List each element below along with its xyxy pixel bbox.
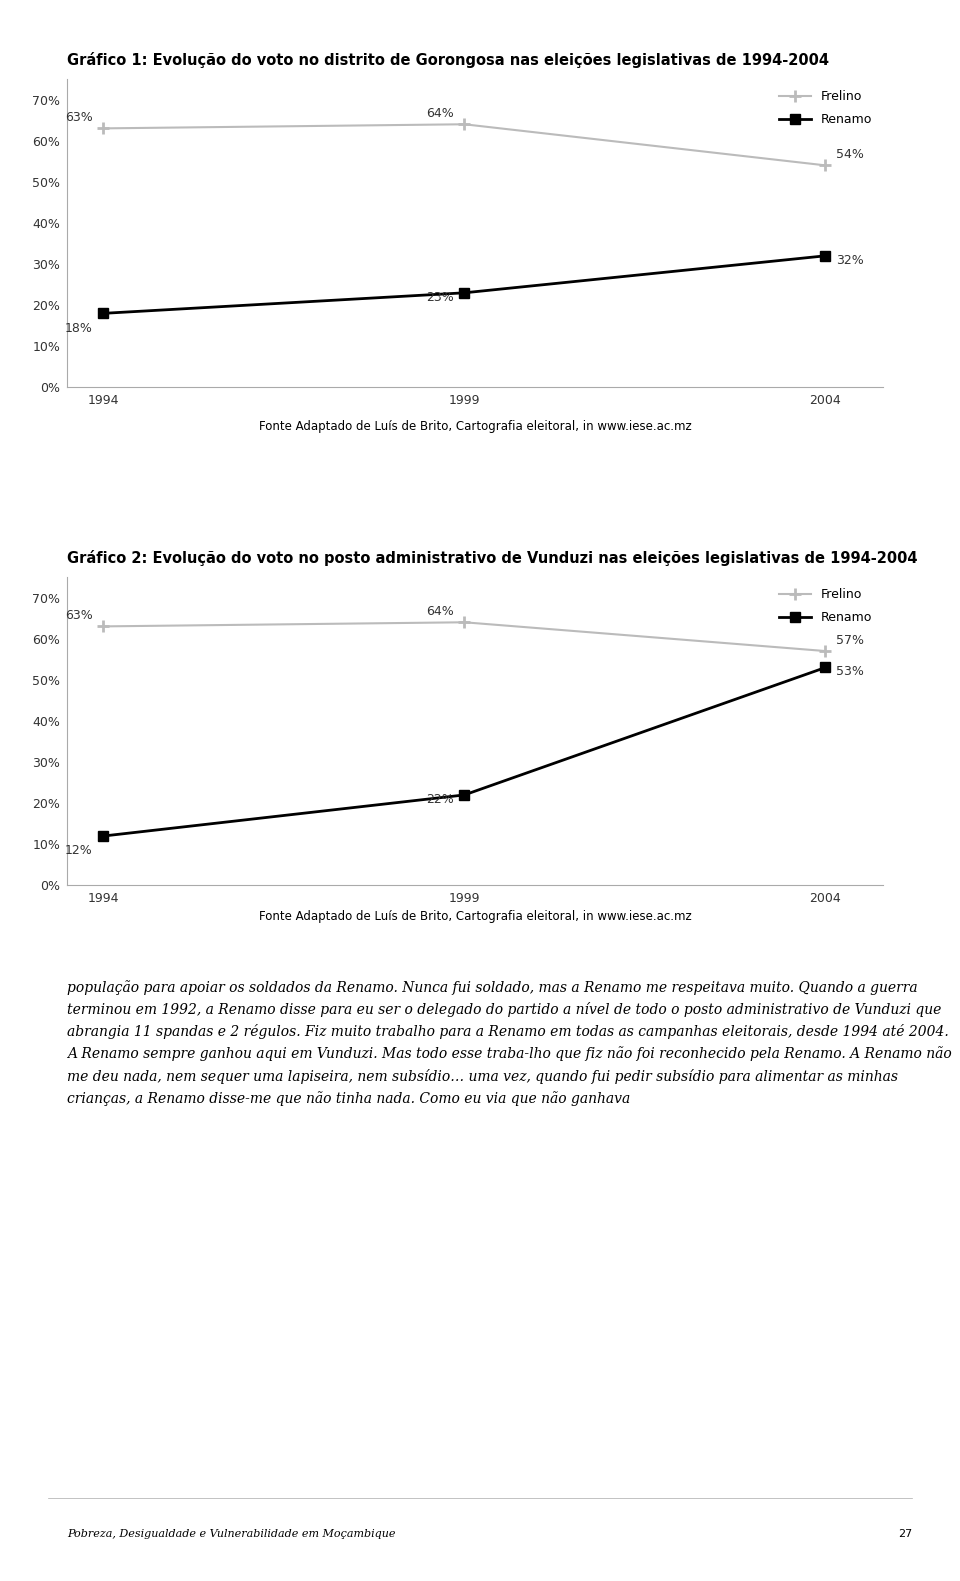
Text: 63%: 63% — [64, 609, 92, 623]
Legend: Frelino, Renamo: Frelino, Renamo — [775, 85, 876, 131]
Text: 64%: 64% — [426, 108, 453, 120]
Text: Fonte Adaptado de Luís de Brito, Cartografia eleitoral, in www.iese.ac.mz: Fonte Adaptado de Luís de Brito, Cartogr… — [259, 421, 691, 433]
Text: população para apoiar os soldados da Renamo. Nunca fui soldado, mas a Renamo me : população para apoiar os soldados da Ren… — [67, 980, 952, 1105]
Text: 63%: 63% — [64, 111, 92, 125]
Text: 23%: 23% — [426, 291, 453, 304]
Legend: Frelino, Renamo: Frelino, Renamo — [775, 583, 876, 629]
Text: 18%: 18% — [64, 321, 92, 335]
Text: 32%: 32% — [836, 255, 864, 267]
Text: Pobreza, Desigualdade e Vulnerabilidade em Moçambique: Pobreza, Desigualdade e Vulnerabilidade … — [67, 1529, 396, 1538]
Text: Fonte Adaptado de Luís de Brito, Cartografia eleitoral, in www.iese.ac.mz: Fonte Adaptado de Luís de Brito, Cartogr… — [259, 911, 691, 923]
Text: 53%: 53% — [836, 666, 864, 678]
Text: 57%: 57% — [836, 634, 864, 647]
Text: 64%: 64% — [426, 606, 453, 618]
Text: Gráfico 2: Evolução do voto no posto administrativo de Vunduzi nas eleições legi: Gráfico 2: Evolução do voto no posto adm… — [67, 550, 918, 566]
Text: Gráfico 1: Evolução do voto no distrito de Gorongosa nas eleições legislativas d: Gráfico 1: Evolução do voto no distrito … — [67, 52, 829, 68]
Text: 54%: 54% — [836, 149, 864, 161]
Text: 27: 27 — [898, 1529, 912, 1538]
Text: 12%: 12% — [64, 844, 92, 857]
Text: 22%: 22% — [426, 792, 453, 806]
